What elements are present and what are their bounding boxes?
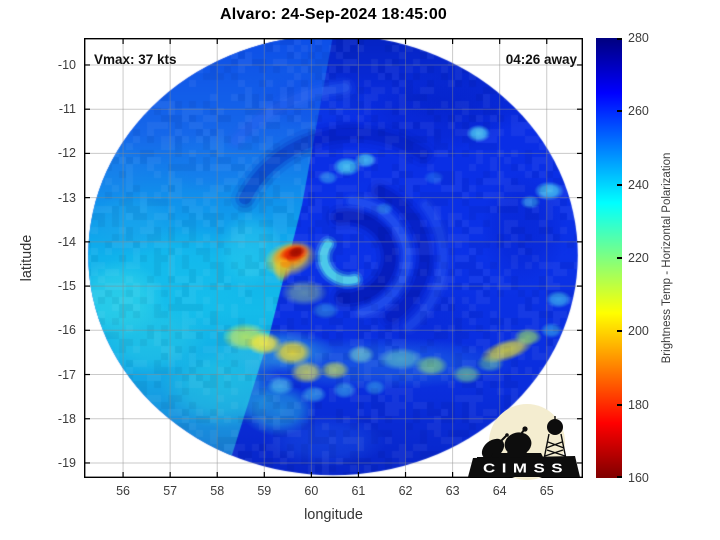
colorbar-tick-label: 220 — [628, 251, 649, 265]
logo-banner — [468, 456, 580, 477]
y-tick-label: -11 — [58, 102, 76, 117]
colorbar-tick-label: 160 — [628, 471, 649, 485]
colorbar-tick-label: 240 — [628, 177, 649, 192]
colorbar-tick-label: 180 — [628, 397, 649, 412]
x-tick-label: 65 — [539, 484, 554, 498]
x-tick-label: 61 — [351, 484, 366, 498]
colorbar-tick-mark — [617, 403, 622, 406]
y-tick-label: -16 — [57, 323, 76, 338]
y-tick-label: -12 — [57, 146, 76, 161]
colorbar-tick-mark — [617, 476, 622, 478]
colorbar-tick-label: 280 — [628, 31, 649, 45]
x-tick-label: 57 — [163, 484, 178, 498]
plot-title: Alvaro: 24-Sep-2024 18:45:00 — [219, 6, 448, 23]
time-away-annotation: 04:26 away — [505, 52, 577, 67]
colorbar-tick-mark — [617, 183, 622, 186]
y-tick-label: -18 — [57, 411, 76, 426]
x-tick-label: 56 — [116, 484, 131, 498]
colorbar-label: Brightness Temp - Horizontal Polarizatio… — [661, 152, 673, 364]
colorbar-tick-mark — [617, 110, 622, 113]
y-tick-label: -13 — [57, 190, 76, 205]
colorbar-tick-mark — [617, 38, 622, 40]
y-tick-label: -17 — [57, 367, 76, 382]
x-tick-label: 59 — [257, 484, 272, 498]
x-tick-label: 64 — [492, 484, 507, 498]
y-tick-label: -15 — [57, 279, 76, 294]
vmax-annotation: Vmax: 37 kts — [94, 52, 177, 67]
x-axis-label: longitude — [304, 507, 363, 523]
x-tick-label: 63 — [445, 484, 460, 498]
x-tick-label: 62 — [398, 484, 413, 498]
water-tower-icon — [543, 416, 567, 460]
y-tick-label: -14 — [57, 234, 76, 249]
colorbar-tick-label: 260 — [628, 104, 649, 119]
logo-text: CIMSS — [483, 461, 569, 476]
y-tick-label: -19 — [57, 455, 76, 470]
y-tick-label: -10 — [57, 57, 76, 72]
x-tick-label: 60 — [304, 484, 319, 498]
colorbar-tick-label: 200 — [628, 324, 649, 339]
x-tick-label: 58 — [210, 484, 225, 498]
cimss-logo: CIMSS — [468, 404, 580, 480]
colorbar-tick-mark — [617, 257, 622, 259]
y-axis-label: latitude — [19, 234, 35, 282]
colorbar-tick-mark — [617, 330, 622, 333]
